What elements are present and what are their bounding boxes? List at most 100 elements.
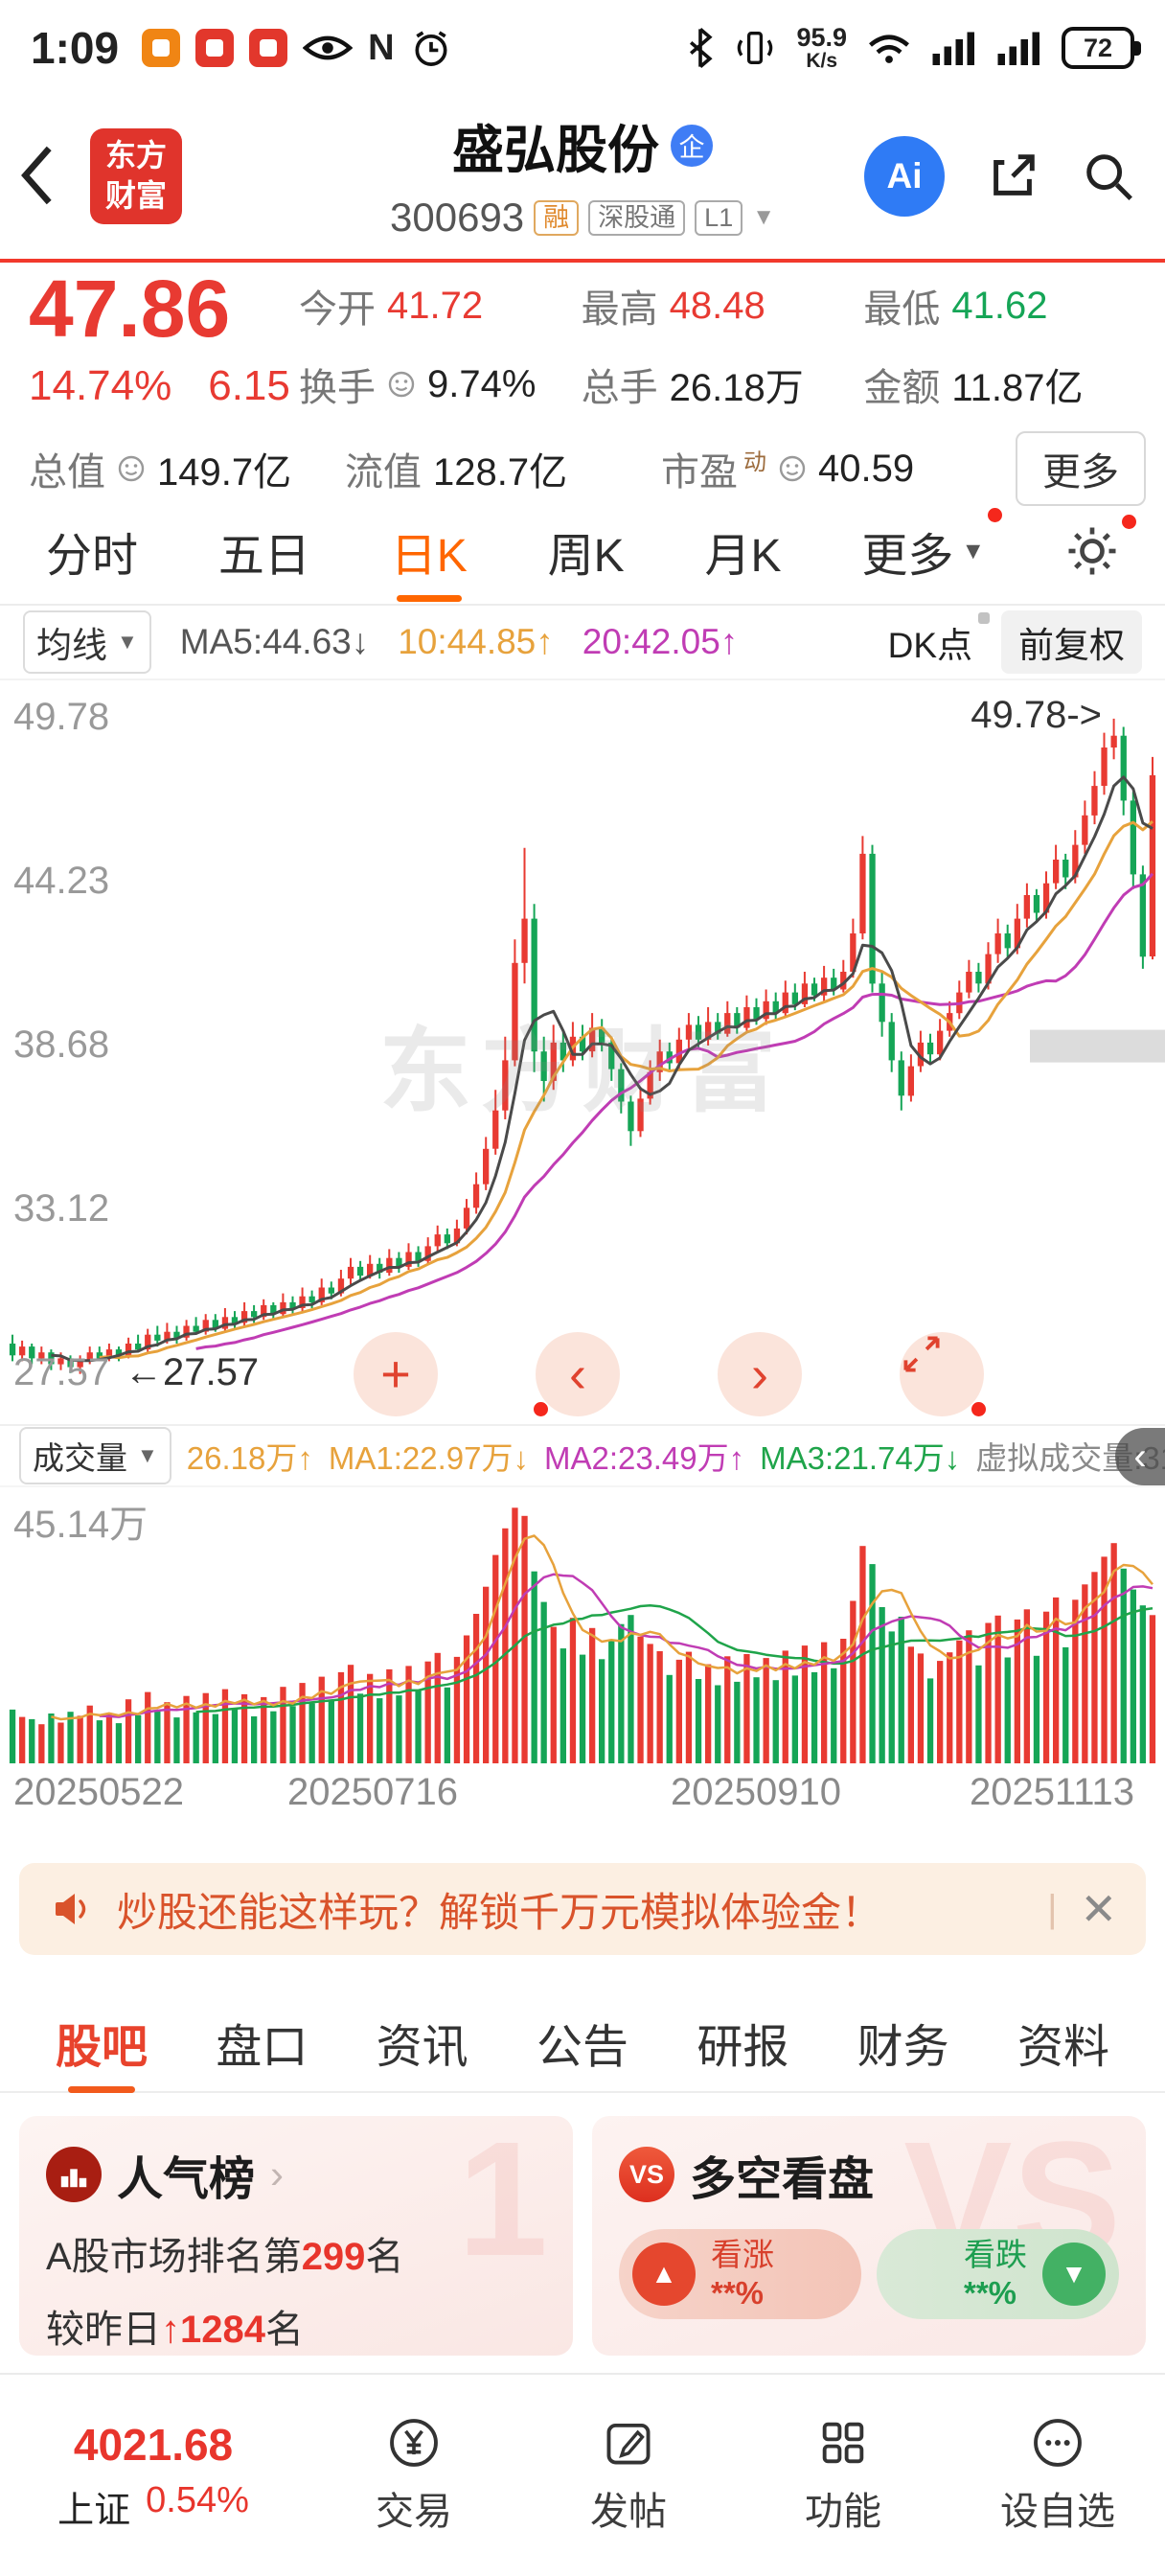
date-tick: 20250522 bbox=[13, 1771, 184, 1813]
tab-daily-k[interactable]: 日K bbox=[387, 502, 471, 600]
collapse-handle[interactable]: ‹ bbox=[1115, 1428, 1165, 1485]
chart-settings-button[interactable] bbox=[1062, 509, 1136, 593]
volume-chart[interactable]: 45.14万 bbox=[0, 1487, 1165, 1769]
chevron-down-icon: ▼ bbox=[961, 537, 986, 564]
bearish-pill[interactable]: 看跌 **% ▼ bbox=[877, 2229, 1119, 2319]
notification-dot bbox=[988, 508, 1003, 522]
index-percent: 0.54% bbox=[146, 2479, 249, 2520]
candlestick-chart bbox=[9, 718, 1165, 1374]
card-watermark: 1 bbox=[457, 2116, 548, 2290]
turnover-label: 换手 bbox=[299, 367, 376, 409]
price-chart[interactable]: 东方财富 49.78 44.23 38.68 33.12 27.57 49.78… bbox=[0, 678, 1165, 1424]
nfc-icon: N bbox=[368, 27, 395, 68]
tab-more[interactable]: 更多 ▼ bbox=[857, 502, 1003, 600]
zoom-in-button[interactable]: + bbox=[354, 1332, 438, 1416]
dk-point-button[interactable]: DK点 bbox=[888, 612, 990, 668]
nav-trade[interactable]: 交易 bbox=[307, 2415, 521, 2536]
lock-icon bbox=[978, 612, 990, 624]
pe-value: 40.59 bbox=[818, 447, 915, 490]
promo-banner[interactable]: 炒股还能这样玩？解锁千万元模拟体验金！ | ✕ bbox=[19, 1863, 1146, 1955]
chevron-right-icon: › bbox=[270, 2151, 285, 2196]
tab-monthly-k[interactable]: 月K bbox=[704, 531, 782, 582]
tab-weekly-k[interactable]: 周K bbox=[547, 531, 625, 582]
signal-icon-2 bbox=[997, 32, 1039, 65]
volume-ma3: MA3:21.74万↓ bbox=[760, 1440, 961, 1476]
pan-right-button[interactable]: › bbox=[718, 1332, 802, 1416]
chart-controls: + ‹ › bbox=[86, 1332, 1165, 1416]
notification-dot bbox=[534, 1402, 548, 1416]
chevron-left-icon: ‹ bbox=[1133, 1435, 1147, 1478]
up-arrow-icon: ↑ bbox=[161, 2309, 180, 2351]
info-smiley-icon[interactable] bbox=[117, 454, 146, 483]
info-smiley-icon[interactable] bbox=[387, 370, 416, 399]
tab-forum[interactable]: 股吧 bbox=[54, 1993, 149, 2091]
period-tab-bar: 分时 五日 日K 周K 月K 更多 ▼ bbox=[0, 498, 1165, 606]
amount-label: 金额 bbox=[863, 367, 941, 409]
mktcap-label: 总值 bbox=[29, 451, 105, 494]
pan-left-button[interactable]: ‹ bbox=[534, 1332, 620, 1416]
section-tab-bar: 股吧 盘口 资讯 公告 研报 财务 资料 bbox=[0, 1993, 1165, 2093]
notification-badge-1 bbox=[142, 29, 181, 67]
fullscreen-button[interactable] bbox=[900, 1332, 986, 1416]
low-annotation: ←27.57 bbox=[125, 1351, 260, 1393]
app-logo[interactable]: 东方 财富 bbox=[90, 128, 182, 224]
y-axis-label: 27.57 bbox=[13, 1351, 110, 1393]
rank-change-line: 较昨日↑1284名 bbox=[46, 2309, 304, 2351]
popularity-card[interactable]: 1 人气榜 › A股市场排名第299名 较昨日↑1284名 bbox=[19, 2116, 573, 2356]
bullish-pill[interactable]: ▲ 看涨 **% bbox=[619, 2229, 861, 2319]
tab-financials[interactable]: 财务 bbox=[857, 2022, 949, 2073]
title-block: 盛弘股份 企 300693 融 深股通 L1 ▼ bbox=[390, 107, 775, 241]
adjust-mode-button[interactable]: 前复权 bbox=[1001, 610, 1142, 674]
close-icon[interactable]: ✕ bbox=[1080, 1884, 1117, 1934]
tab-profile[interactable]: 资料 bbox=[1017, 2022, 1109, 2073]
tab-research[interactable]: 研报 bbox=[697, 2022, 789, 2073]
time-text: 1:09 bbox=[31, 23, 120, 73]
tab-intraday[interactable]: 分时 bbox=[46, 531, 139, 582]
volume-dropdown[interactable]: 成交量 ▼ bbox=[19, 1427, 171, 1484]
nav-features[interactable]: 功能 bbox=[736, 2415, 950, 2536]
trade-icon bbox=[390, 2419, 438, 2467]
float-label: 流值 bbox=[345, 451, 422, 494]
signal-icon-1 bbox=[932, 32, 974, 65]
tab-news[interactable]: 资讯 bbox=[376, 2022, 468, 2073]
volume-label: 总手 bbox=[581, 367, 658, 409]
chevron-right-icon: › bbox=[751, 1346, 768, 1403]
more-button[interactable]: 更多 bbox=[1016, 431, 1146, 506]
bullish-value: **% bbox=[711, 2275, 765, 2311]
high-annotation: 49.78-> bbox=[971, 694, 1102, 736]
bottom-nav: 4021.68 上证 0.54% 交易 发帖 功能 设自选 bbox=[0, 2373, 1165, 2576]
nav-post[interactable]: 发帖 bbox=[521, 2415, 736, 2536]
quote-row-3: 总值 149.7亿 流值 128.7亿 市盈 动 40.59 更多 bbox=[29, 431, 1146, 506]
quote-row-1: 今开 41.72 最高 48.48 最低 41.62 bbox=[299, 278, 1146, 334]
notification-dot bbox=[971, 1402, 986, 1416]
tab-announcements[interactable]: 公告 bbox=[536, 2022, 628, 2073]
turnover-value: 9.74% bbox=[427, 362, 537, 405]
long-short-card[interactable]: VS VS 多空看盘 ▲ 看涨 **% 看跌 **% bbox=[592, 2116, 1146, 2356]
high-label: 最高 bbox=[581, 288, 658, 331]
chevron-down-icon: ▼ bbox=[752, 204, 775, 230]
index-quote[interactable]: 4021.68 上证 0.54% bbox=[0, 2419, 307, 2533]
open-value: 41.72 bbox=[387, 284, 484, 327]
rank-delta-value: 1284 bbox=[180, 2309, 265, 2351]
bearish-label: 看跌 bbox=[964, 2237, 1027, 2273]
tab-five-day[interactable]: 五日 bbox=[217, 531, 310, 582]
vs-icon: VS bbox=[619, 2147, 674, 2202]
back-button[interactable] bbox=[15, 144, 57, 207]
y-axis-label: 38.68 bbox=[13, 1024, 110, 1066]
stock-code-row[interactable]: 300693 融 深股通 L1 ▼ bbox=[390, 195, 775, 241]
share-icon[interactable] bbox=[985, 149, 1040, 204]
search-icon[interactable] bbox=[1081, 149, 1136, 204]
info-smiley-icon[interactable] bbox=[778, 454, 807, 483]
ma-dropdown[interactable]: 均线 ▼ bbox=[23, 610, 151, 674]
volume-ma1: MA1:22.97万↓ bbox=[328, 1440, 529, 1476]
ai-button[interactable]: Ai bbox=[864, 136, 945, 217]
y-axis-label: 49.78 bbox=[13, 696, 110, 738]
divider: | bbox=[1047, 1887, 1058, 1930]
tab-order-book[interactable]: 盘口 bbox=[216, 2022, 308, 2073]
level-badge: L1 bbox=[695, 199, 743, 236]
volume-ma2: MA2:23.49万↑ bbox=[543, 1440, 745, 1476]
chevron-down-icon: ▼ bbox=[117, 630, 138, 654]
nav-watchlist[interactable]: 设自选 bbox=[950, 2415, 1165, 2536]
float-value: 128.7亿 bbox=[433, 451, 568, 494]
change-value: 6.15 bbox=[208, 362, 290, 410]
